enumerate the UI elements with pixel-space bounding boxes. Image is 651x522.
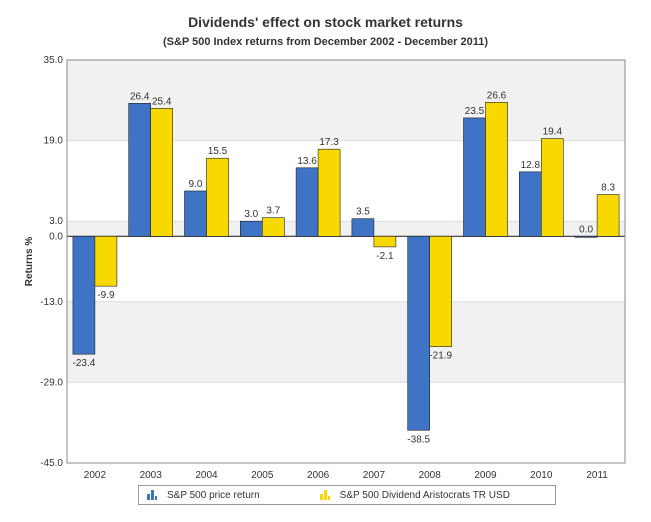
data-label: -38.5 [407,434,430,445]
y-tick-label: -29.0 [40,377,63,388]
bar-price-return [184,190,207,237]
bar-price-return [72,236,96,355]
y-tick-label: 35.0 [44,55,64,66]
x-tick-label: 2003 [140,470,163,481]
bar-chart-icon [319,490,330,500]
x-tick-label: 2007 [363,470,386,481]
x-tick-label: 2008 [419,470,442,481]
bar-price-return [574,236,598,238]
data-label: 25.4 [152,96,172,107]
data-label: 26.4 [130,91,150,102]
chart-title: Dividends' effect on stock market return… [188,14,463,30]
bar-price-return [351,218,375,237]
y-axis-label: Returns % [24,237,35,287]
bar-dividend-aristocrats [150,108,173,237]
x-tick-label: 2002 [84,470,107,481]
chart-legend: S&P 500 price return S&P 500 Dividend Ar… [138,485,556,505]
bar-dividend-aristocrats [261,217,285,237]
bar-dividend-aristocrats [429,236,453,347]
grid-band [67,301,625,383]
chart-subtitle: (S&P 500 Index returns from December 200… [162,36,489,48]
data-label: -23.4 [73,358,96,369]
data-label: 23.5 [465,106,485,117]
x-tick-label: 2011 [586,470,608,481]
x-tick-label: 2010 [530,470,553,481]
data-label: -2.1 [376,251,394,262]
x-tick-label: 2006 [307,470,330,481]
bar-price-return [518,171,542,237]
data-label: 3.0 [244,209,258,220]
data-label: 3.7 [266,206,280,217]
legend-label-dividend-aristocrats: S&P 500 Dividend Aristocrats TR USD [339,489,510,501]
legend-label-price-return: S&P 500 price return [167,489,260,501]
x-tick-label: 2005 [251,470,274,481]
y-tick-label: -13.0 [40,297,63,308]
data-label: 0.0 [579,224,593,235]
plot-border [66,59,626,464]
data-label: 26.6 [487,90,507,101]
bar-chart-icon [147,490,157,500]
data-label: 13.6 [297,156,317,167]
y-tick-label: 19.0 [44,136,64,147]
bar-dividend-aristocrats [540,138,564,237]
bar-dividend-aristocrats [206,157,229,237]
data-label: 17.3 [319,137,339,148]
bar-dividend-aristocrats [596,194,620,237]
y-tick-label: 3.0 [49,216,63,227]
y-tick-label: 0.0 [49,231,63,242]
data-label: -9.9 [97,290,115,301]
y-tick-label: -45.0 [40,458,63,469]
data-label: 19.4 [543,127,563,138]
bar-dividend-aristocrats [373,236,397,248]
x-tick-label: 2004 [195,470,218,481]
bar-dividend-aristocrats [317,148,341,237]
bar-price-return [463,117,486,237]
bar-price-return [407,236,431,431]
bar-dividend-aristocrats [94,236,118,287]
x-tick-label: 2009 [474,470,497,481]
legend-item-price-return[interactable]: S&P 500 price return [147,490,260,501]
legend-item-dividend-aristocrats[interactable]: S&P 500 Dividend Aristocrats TR USD [319,489,510,501]
data-label: 9.0 [189,179,203,190]
bar-price-return [128,103,151,237]
data-label: 15.5 [208,146,228,157]
data-label: 12.8 [521,160,541,171]
bar-price-return [295,167,319,237]
bar-price-return [240,220,263,237]
data-label: -21.9 [429,351,452,362]
data-label: 3.5 [356,207,370,218]
bar-dividend-aristocrats [485,102,508,237]
data-label: 8.3 [601,183,615,194]
